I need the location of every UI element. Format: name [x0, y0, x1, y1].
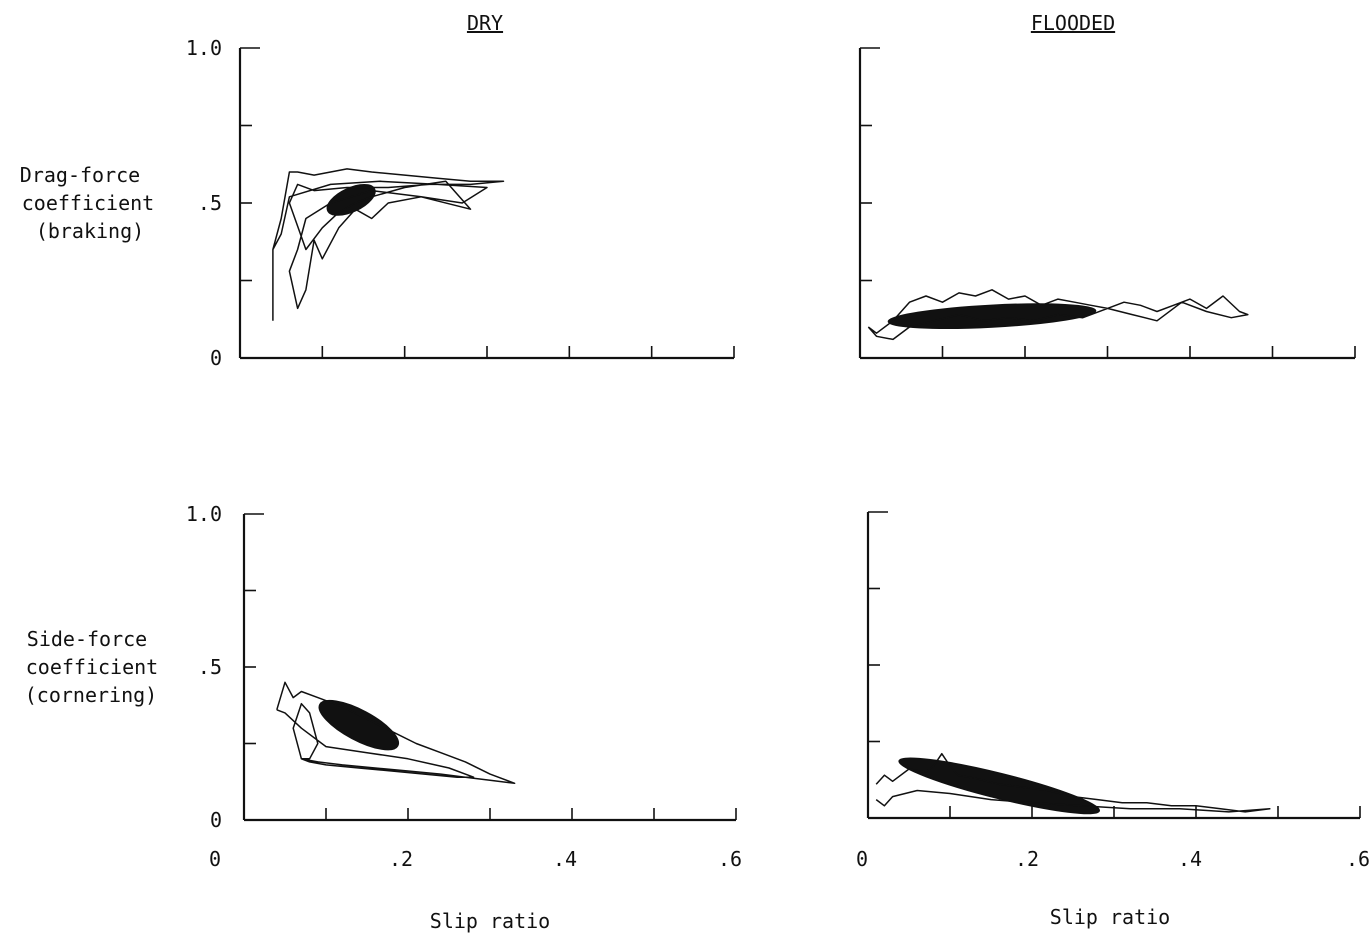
y-tick-label: .5: [198, 191, 222, 215]
row-label-drag-line1: Drag-force: [20, 163, 140, 187]
x-tick-label: .2: [389, 847, 413, 871]
trace-line: [867, 289, 1249, 341]
panel-1: 1.0 .5 0: [186, 36, 735, 370]
x-tick-label: .4: [1178, 847, 1202, 871]
column-title-flooded: FLOODED: [1031, 11, 1115, 35]
row-label-drag-line3: (braking): [36, 219, 144, 243]
x-axis-label-flooded: Slip ratio: [1050, 905, 1170, 929]
panels-layer: 1.0 .5 0 1.0 .5 0 0 .2 .4 .6 0 .2 .4 .6: [186, 36, 1370, 871]
x-tick-label: .4: [553, 847, 577, 871]
row-label-side-line3: (cornering): [25, 683, 157, 707]
x-axis-label-dry: Slip ratio: [430, 909, 550, 933]
row-label-side-line2: coefficient: [26, 655, 158, 679]
y-tick-label: 1.0: [186, 36, 222, 60]
row-label-side-line1: Side-force: [27, 627, 147, 651]
x-tick-label: .2: [1015, 847, 1039, 871]
trace-line: [276, 681, 516, 785]
y-tick-label: 0: [210, 346, 222, 370]
y-tick-label: .5: [198, 655, 222, 679]
x-tick-label: .6: [1346, 847, 1370, 871]
column-title-dry: DRY: [467, 11, 503, 35]
y-tick-label: 1.0: [186, 502, 222, 526]
dense-trace-region: [326, 184, 376, 216]
panel-2: [858, 47, 1356, 360]
trace-line: [875, 752, 1271, 813]
dense-trace-region: [898, 757, 1100, 815]
x-tick-label: 0: [856, 847, 868, 871]
x-tick-label: 0: [209, 847, 221, 871]
panel-4: 0 .2 .4 .6: [856, 511, 1370, 871]
panel-3: 1.0 .5 0 0 .2 .4 .6: [186, 502, 742, 871]
y-tick-label: 0: [210, 808, 222, 832]
dense-trace-region: [318, 699, 400, 751]
trace-line: [272, 168, 505, 321]
row-label-drag-line2: coefficient: [22, 191, 154, 215]
x-tick-label: .6: [718, 847, 742, 871]
dense-trace-region: [887, 303, 1097, 329]
